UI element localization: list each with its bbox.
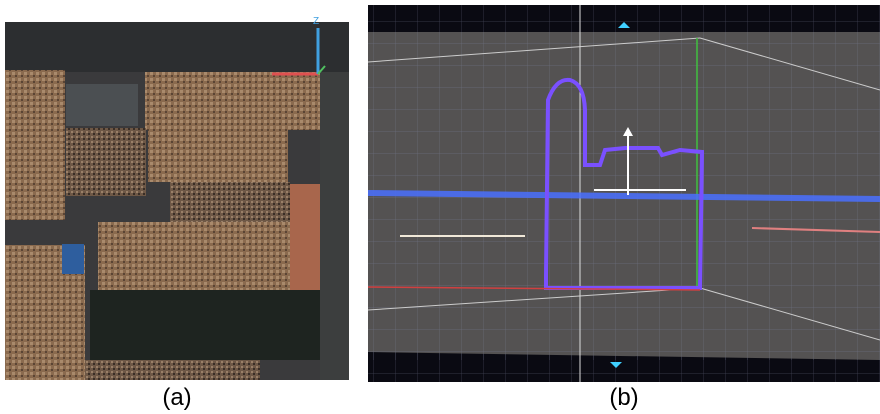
axis-label: Z	[313, 16, 319, 27]
panel-caption: (b)	[609, 384, 638, 411]
panel-caption: (a)	[162, 384, 191, 411]
panel-a-image: Z	[5, 16, 349, 380]
panel-b-image	[367, 5, 880, 382]
